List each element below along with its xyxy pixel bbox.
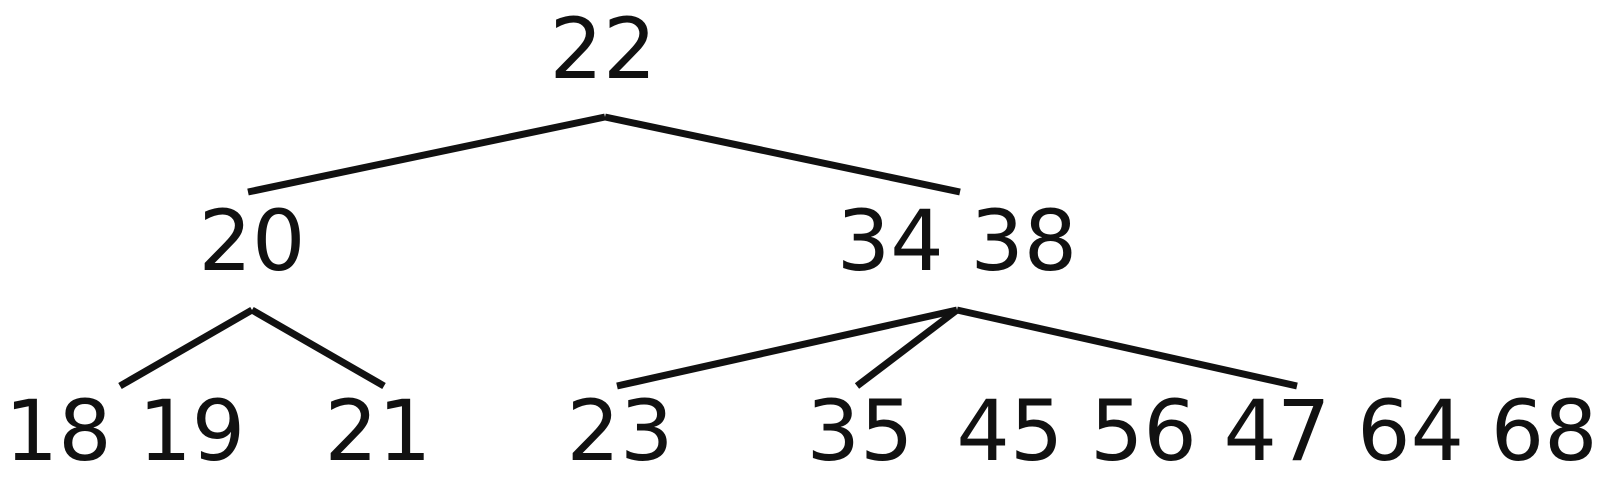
node-18-19: 18 19 [5,382,245,480]
edge-20-to-18-19 [118,306,254,390]
node-20: 20 [199,192,306,290]
node-45-56-47-64-68: 45 56 47 64 68 [956,382,1597,480]
edge-20-to-21 [250,306,386,390]
node-23: 23 [567,382,674,480]
edge-root-to-34-38 [604,113,961,196]
node-35: 35 [807,382,914,480]
edge-34-38-to-45-56-47-64-68 [956,306,1298,390]
edge-34-38-to-23 [616,306,958,390]
node-34-38: 34 38 [837,192,1077,290]
edge-root-to-20 [247,113,606,196]
edge-34-38-to-35 [854,307,960,389]
node-21: 21 [325,382,432,480]
node-root: 22 [550,0,657,98]
